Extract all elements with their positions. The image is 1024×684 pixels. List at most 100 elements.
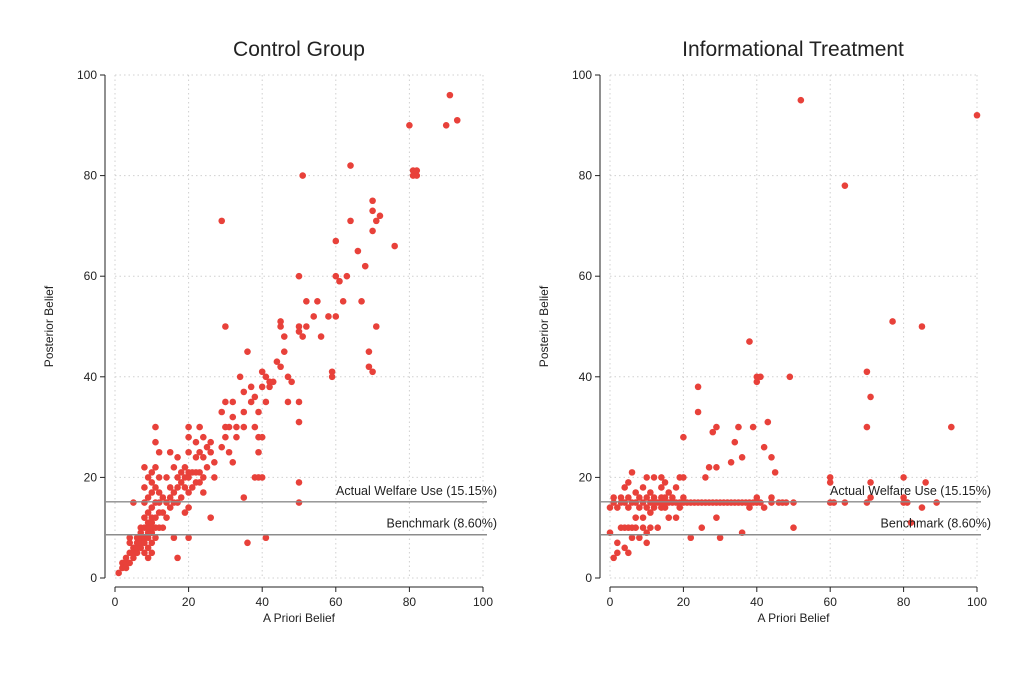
scatter-point: [229, 413, 237, 421]
scatter-point: [676, 504, 684, 511]
scatter-point: [643, 539, 650, 547]
scatter-point: [705, 464, 713, 471]
scatter-point: [211, 459, 218, 466]
scatter-point: [141, 514, 148, 521]
scatter-point: [625, 549, 632, 557]
scatter-point: [148, 479, 156, 486]
scatter-point: [233, 433, 240, 441]
scatter-point: [126, 534, 134, 542]
scatter-point: [207, 448, 214, 456]
scatter-point: [122, 564, 130, 572]
reference-line-label: Actual Welfare Use (15.15%): [336, 484, 497, 498]
scatter-point: [867, 393, 874, 401]
scatter-point: [354, 247, 362, 255]
scatter-point: [614, 504, 621, 511]
scatter-point: [192, 438, 200, 446]
scatter-point: [141, 539, 148, 547]
scatter-point: [713, 423, 720, 431]
scatter-point: [782, 499, 790, 506]
scatter-point: [614, 549, 621, 557]
scatter-point: [185, 504, 192, 511]
scatter-point: [790, 499, 797, 506]
chart-title: Control Group: [233, 38, 365, 61]
scatter-point: [181, 464, 189, 471]
scatter-point: [826, 474, 834, 481]
panel-control-group: 0 20 40 60 80 100 0 20 40 60 80 100 Control Group A P…: [42, 38, 497, 625]
scatter-point: [200, 433, 207, 441]
y-tick-label: 60: [84, 269, 98, 283]
scatter-point: [155, 474, 163, 481]
scatter-point: [174, 474, 181, 481]
scatter-point: [196, 469, 203, 476]
scatter-point: [702, 474, 709, 481]
scatter-point: [753, 494, 761, 501]
scatter-point: [672, 484, 680, 491]
scatter-point: [643, 494, 650, 501]
scatter-point: [295, 328, 303, 335]
scatter-point: [863, 499, 871, 506]
scatter-point: [343, 272, 351, 280]
scatter-point: [277, 363, 284, 371]
scatter-point: [661, 504, 669, 511]
scatter-point: [130, 554, 137, 562]
scatter-point: [639, 499, 647, 506]
scatter-point: [196, 423, 203, 431]
scatter-point: [610, 494, 617, 501]
scatter-point: [166, 504, 174, 511]
scatter-point: [372, 323, 380, 330]
scatter-point: [336, 277, 343, 285]
scatter-point: [665, 489, 673, 496]
scatter-point: [233, 423, 240, 431]
scatter-point: [636, 494, 643, 501]
scatter-point: [303, 298, 310, 305]
scatter-point: [867, 479, 874, 486]
scatter-point: [325, 313, 332, 320]
scatter-point: [229, 459, 237, 466]
scatter-point: [918, 504, 926, 511]
scatter-point: [240, 423, 248, 431]
y-tick-label: 80: [579, 169, 593, 183]
scatter-point: [152, 438, 159, 446]
scatter-point: [625, 494, 632, 501]
y-tick-label: 20: [579, 470, 593, 484]
scatter-point: [185, 423, 192, 431]
scatter-point: [698, 524, 706, 531]
scatter-point: [174, 484, 181, 491]
x-axis-label: A Priori Belief: [263, 611, 336, 625]
scatter-point: [625, 504, 632, 511]
x-axis-label: A Priori Belief: [757, 611, 830, 625]
scatter-point: [639, 484, 647, 491]
scatter-point: [639, 514, 647, 521]
scatter-point: [625, 479, 632, 486]
scatter-point: [255, 448, 262, 456]
scatter-point: [610, 554, 617, 562]
scatter-point: [185, 474, 192, 481]
scatter-point: [148, 469, 156, 476]
scatter-point: [391, 242, 398, 250]
scatter-point: [185, 433, 192, 441]
scatter-point: [900, 474, 907, 481]
scatter-point: [130, 499, 137, 506]
scatter-point: [863, 368, 871, 376]
scatter-point: [621, 499, 628, 506]
scatter-point: [372, 217, 380, 225]
panel-informational-treatment: 0 20 40 60 80 100 0 20 40 60 80 100 Informational Tr…: [537, 38, 991, 625]
scatter-point: [247, 398, 255, 406]
scatter-point: [749, 423, 757, 431]
x-tick-label: 40: [750, 595, 764, 609]
scatter-point: [771, 469, 779, 476]
scatter-point: [339, 298, 347, 305]
scatter-point: [310, 313, 318, 320]
y-axis-label: Posterior Belief: [537, 285, 551, 367]
scatter-point: [266, 383, 273, 391]
scatter-point: [661, 479, 669, 486]
scatter-point: [277, 323, 284, 330]
scatter-point: [181, 509, 189, 516]
scatter-point: [144, 544, 152, 552]
scatter-point: [240, 408, 248, 416]
scatter-point: [211, 474, 218, 481]
y-tick-label: 100: [572, 68, 592, 82]
scatter-point: [672, 514, 680, 521]
x-tick-label: 80: [897, 595, 911, 609]
scatter-point: [207, 438, 214, 446]
